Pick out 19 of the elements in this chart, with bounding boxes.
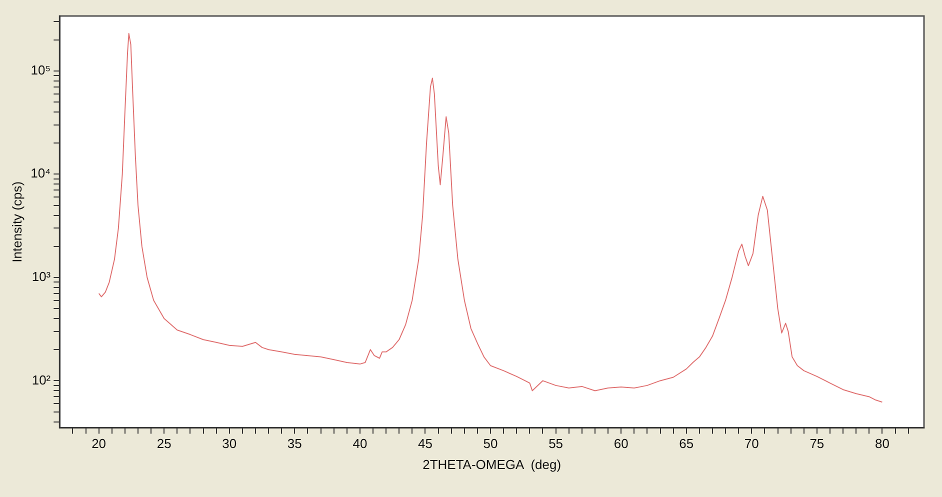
x-tick-label: 70 — [744, 436, 759, 452]
x-tick-label: 45 — [418, 436, 432, 452]
x-tick-label: 25 — [156, 436, 172, 452]
x-tick-label: 20 — [92, 436, 106, 452]
y-tick-label: 10² — [32, 372, 52, 388]
x-tick-label: 55 — [548, 436, 564, 452]
x-tick-label: 30 — [222, 436, 237, 452]
y-tick-label: 10³ — [32, 269, 52, 284]
x-tick-label: 50 — [483, 436, 498, 452]
x-tick-label: 60 — [614, 436, 628, 452]
x-tick-label: 65 — [679, 436, 694, 452]
y-axis-title: Intensity (cps) — [9, 181, 24, 262]
x-axis-title: 2THETA-OMEGA (deg) — [422, 456, 562, 472]
x-tick-label: 35 — [287, 436, 302, 452]
x-tick-label: 75 — [810, 436, 824, 452]
x-tick-label: 40 — [352, 436, 368, 452]
x-tick-label: 80 — [874, 436, 890, 452]
y-tick-label: 10⁴ — [30, 166, 51, 181]
y-tick-label: 10⁵ — [30, 62, 51, 78]
